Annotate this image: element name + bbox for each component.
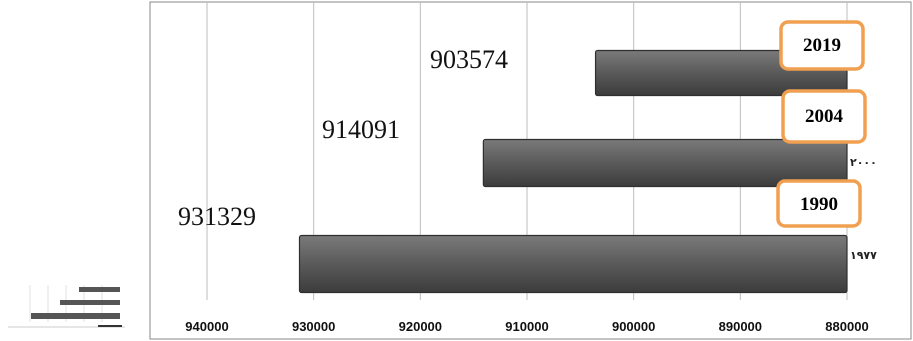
data-label: 914091 xyxy=(322,115,400,144)
annotation-label: 1990 xyxy=(800,194,838,215)
bar xyxy=(298,234,848,294)
inset-bar xyxy=(31,313,120,319)
x-tick-label: 940000 xyxy=(185,319,228,334)
data-label: 931329 xyxy=(178,202,256,231)
bar xyxy=(482,138,848,188)
category-label: ۱۹۷۷ xyxy=(850,249,877,262)
data-labels: 931329 914091 903574 xyxy=(178,45,508,231)
annotations: 1990 2004 2019 xyxy=(776,20,867,228)
bars xyxy=(298,49,848,294)
x-tick-label: 900000 xyxy=(612,319,655,334)
x-tick-label: 930000 xyxy=(292,319,335,334)
inset-bar xyxy=(60,300,120,305)
plot-frame xyxy=(149,1,912,340)
annotation-box xyxy=(776,179,862,228)
annotation-box xyxy=(781,89,867,144)
x-tick-label: 880000 xyxy=(825,319,868,334)
x-tick-label: 890000 xyxy=(719,319,762,334)
inset-bar xyxy=(79,287,120,292)
annotation-label: 2004 xyxy=(805,106,844,127)
annotation-box xyxy=(779,20,865,71)
inset-thumbnail xyxy=(5,282,133,334)
data-label: 903574 xyxy=(430,45,508,74)
inset-legend-mark xyxy=(98,325,122,327)
x-tick-label: 920000 xyxy=(399,319,442,334)
annotation-label: 2019 xyxy=(803,35,841,56)
x-tick-label: 910000 xyxy=(505,319,548,334)
category-labels: ۱۹۷۷ ۲۰۰۰ xyxy=(850,156,877,262)
category-label: ۲۰۰۰ xyxy=(850,156,877,169)
x-tick-labels: 940000 930000 920000 910000 900000 890000 8800… xyxy=(185,319,868,334)
